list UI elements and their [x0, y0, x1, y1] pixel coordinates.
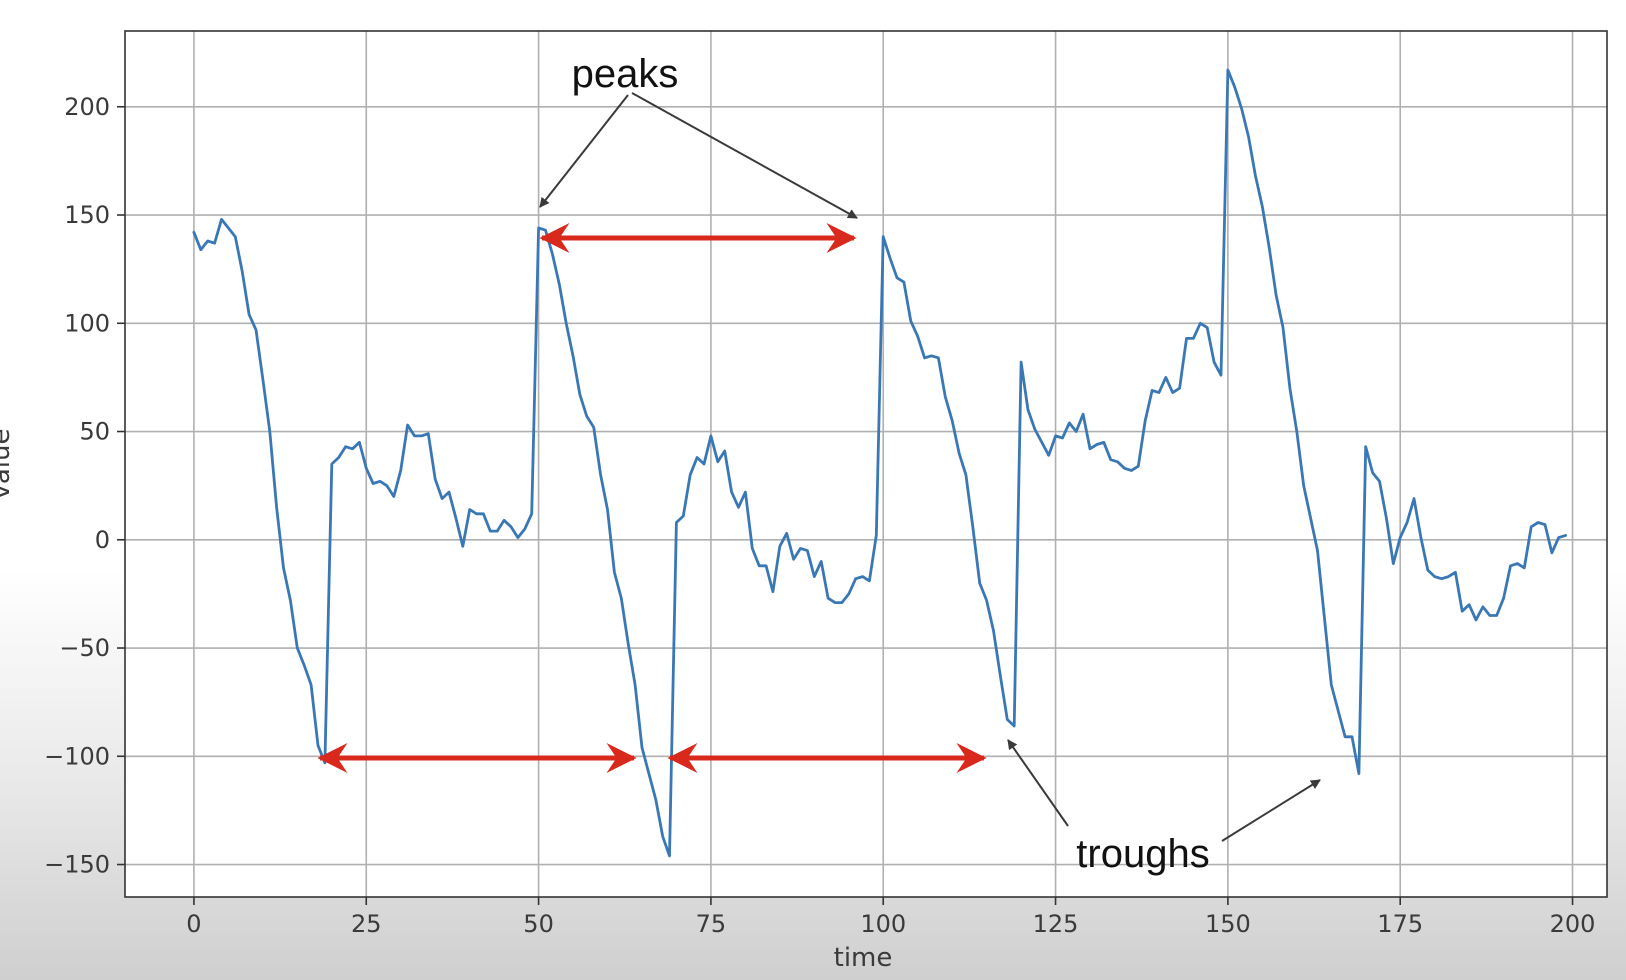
troughs-label: troughs [1076, 832, 1209, 876]
y-axis-label: value [0, 428, 16, 499]
troughs-pointer-1 [1007, 739, 1069, 827]
axis-ticks: 0 25 50 75 100 125 150 175 200 −150 −100 −50 0 50 100 1… [44, 93, 1595, 938]
y-tick-label: 0 [95, 526, 110, 554]
x-axis-label: time [834, 943, 893, 973]
plot-area [125, 31, 1607, 897]
x-tick-label: 125 [1033, 910, 1079, 938]
series-line [192, 68, 1567, 858]
y-tick-label: −100 [44, 742, 110, 770]
y-tick-label: 100 [64, 309, 110, 337]
peaks-label: peaks [572, 52, 679, 96]
peaks-pointer-1 [539, 94, 629, 208]
troughs-pointer-2 [1221, 779, 1321, 842]
y-tick-label: −50 [59, 634, 110, 662]
x-tick-label: 200 [1550, 910, 1596, 938]
plot-frame [124, 30, 1608, 898]
y-tick-label: 200 [64, 93, 110, 121]
y-tick-label: 150 [64, 201, 110, 229]
y-tick-label: −150 [44, 851, 110, 879]
x-tick-label: 0 [186, 910, 201, 938]
x-tick-label: 75 [696, 910, 727, 938]
x-tick-label: 150 [1205, 910, 1251, 938]
x-tick-label: 25 [351, 910, 382, 938]
x-tick-label: 175 [1377, 910, 1423, 938]
series-group [192, 68, 1567, 858]
peaks-pointer-2 [631, 92, 858, 219]
y-tick-label: 50 [79, 418, 110, 446]
x-tick-label: 50 [523, 910, 554, 938]
x-tick-label: 100 [860, 910, 906, 938]
